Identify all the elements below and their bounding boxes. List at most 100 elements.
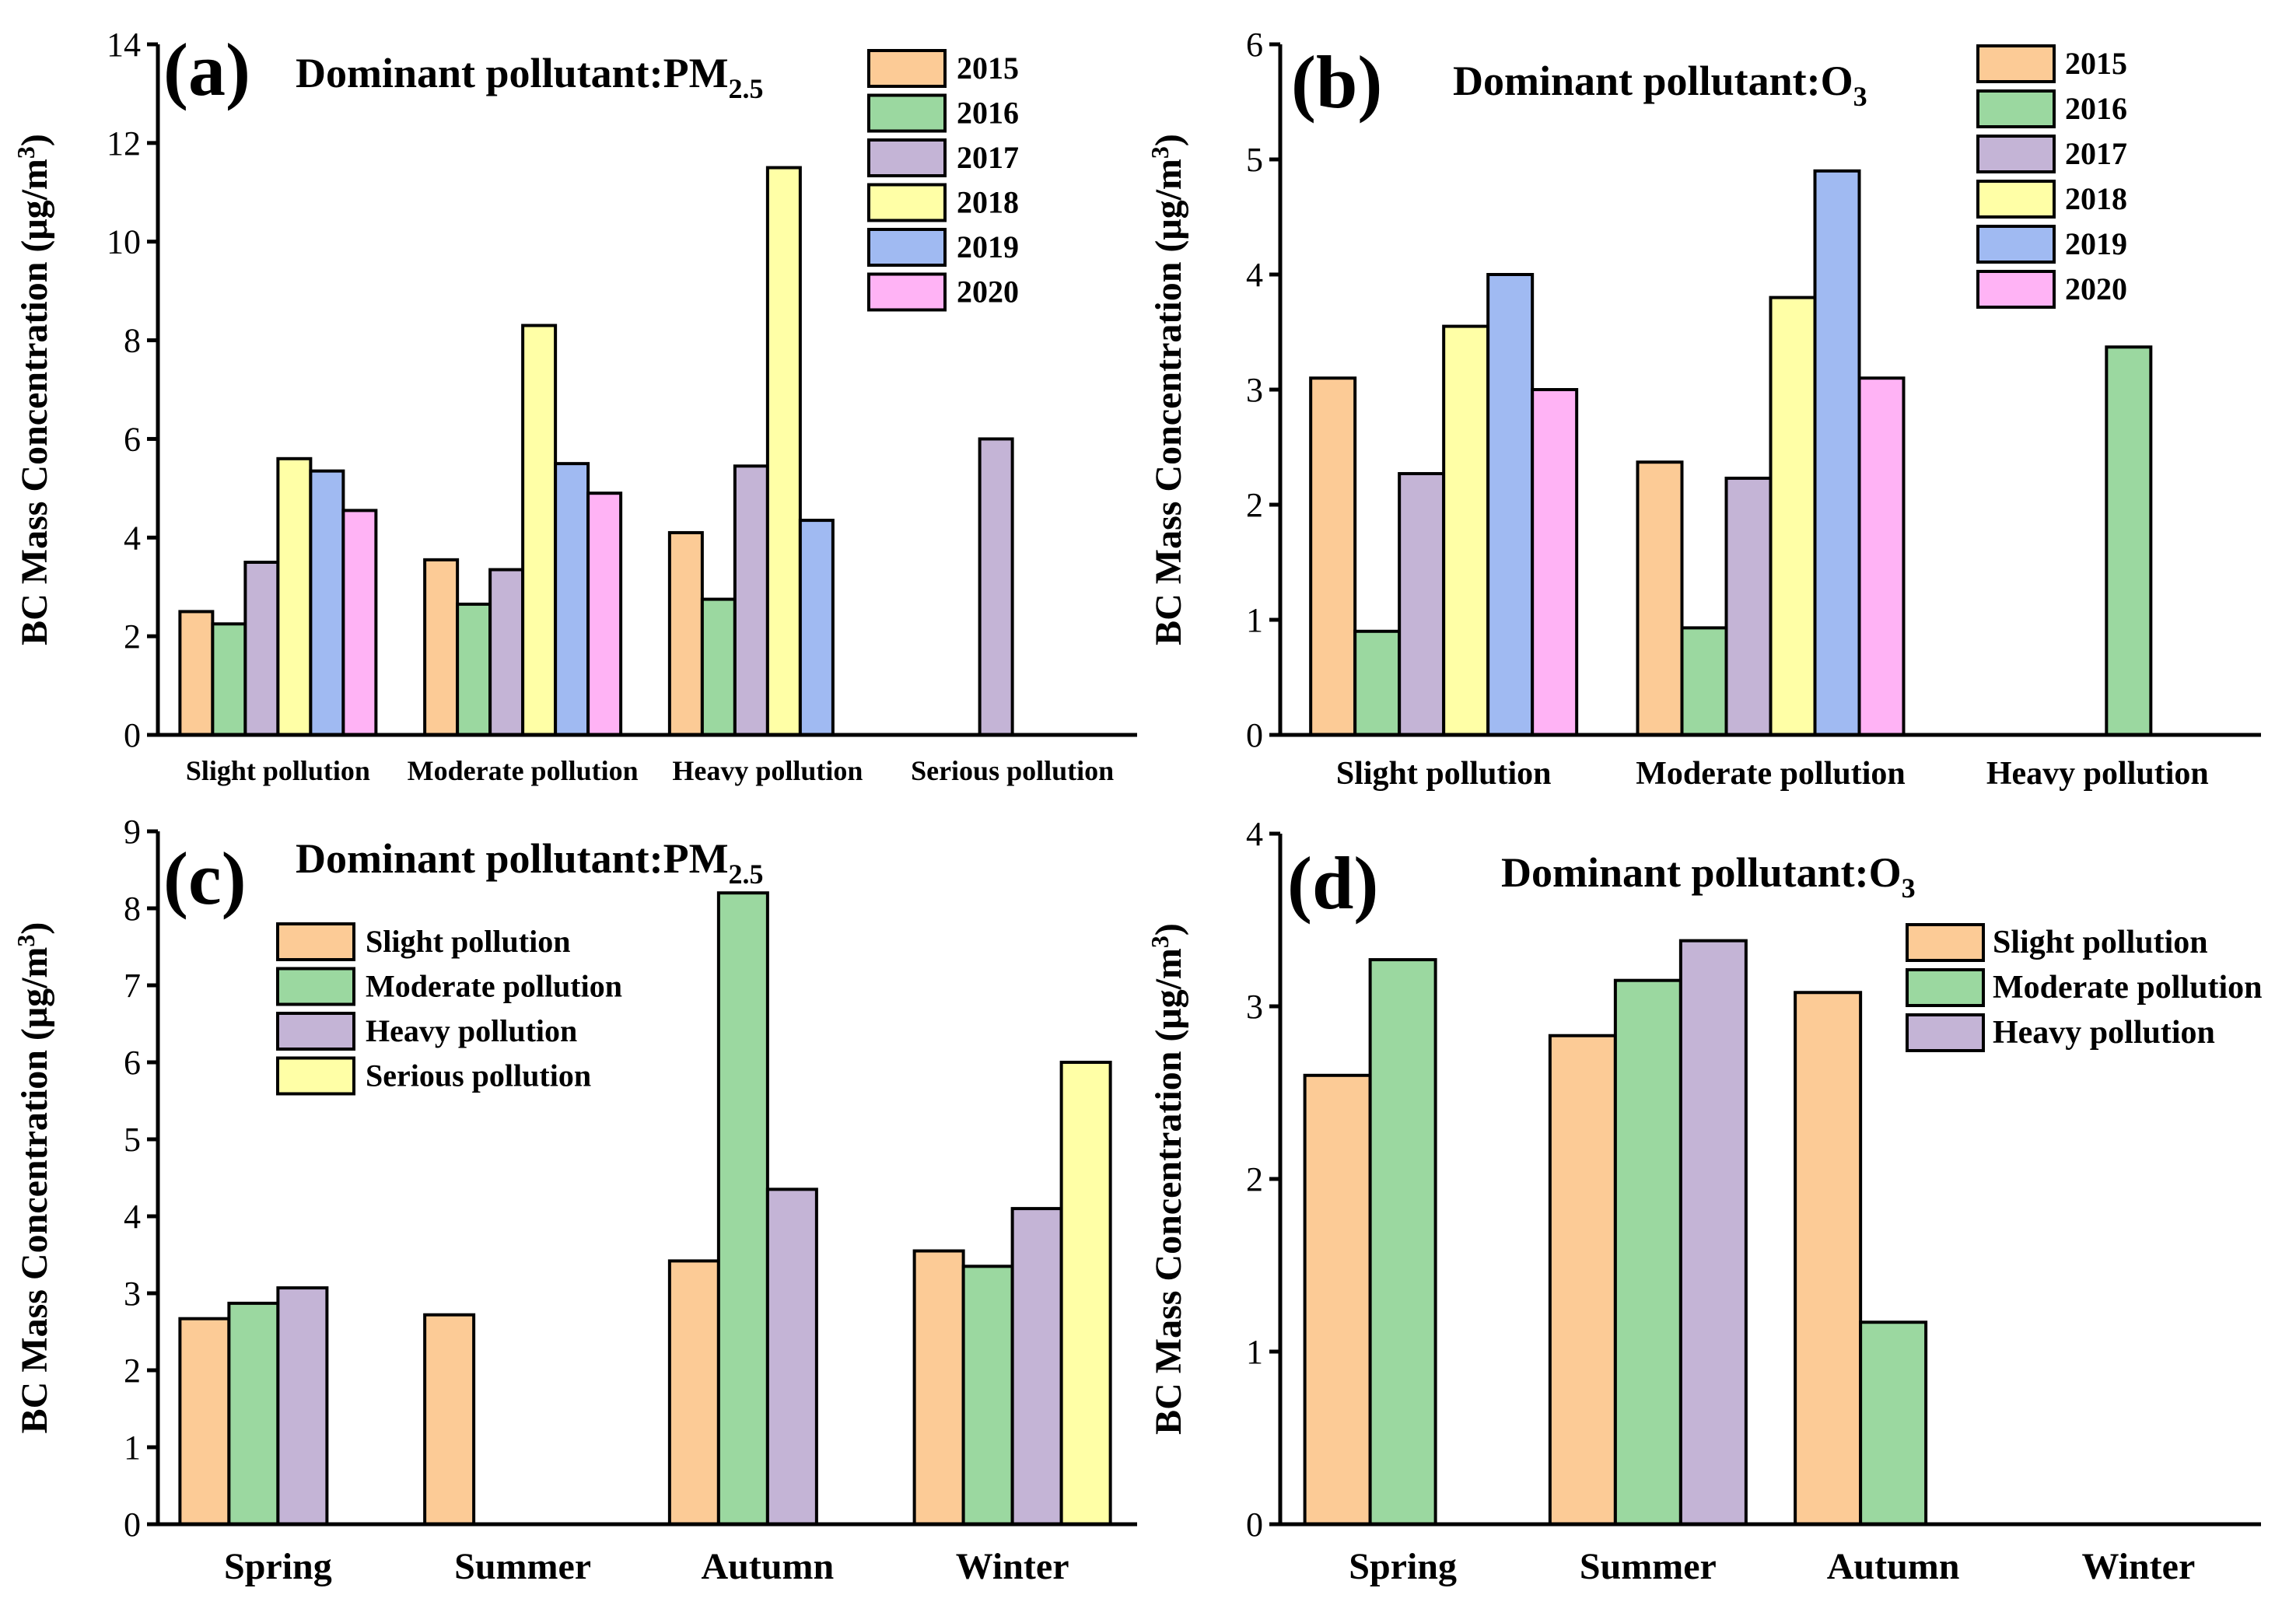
legend-label: 2019	[2065, 226, 2127, 261]
legend-label: 2016	[2065, 91, 2127, 126]
y-tick-label: 0	[124, 1506, 141, 1544]
legend-swatch	[867, 272, 947, 312]
bar	[961, 1264, 1014, 1526]
panel-letter: (d)	[1287, 841, 1378, 925]
legend-label: Heavy pollution	[1993, 1015, 2215, 1051]
y-tick-label: 0	[1246, 1506, 1263, 1544]
legend-label: Slight pollution	[366, 924, 570, 959]
bar	[423, 1313, 476, 1526]
panel-letter: (b)	[1291, 40, 1382, 124]
y-tick-label: 2	[1246, 1160, 1263, 1198]
bar	[1794, 991, 1863, 1526]
bar	[1857, 376, 1906, 736]
y-axis-label: BC Mass Concentration (μg/m3)	[1146, 134, 1189, 645]
bar	[2105, 345, 2153, 736]
bar	[341, 509, 378, 737]
y-tick-label: 6	[124, 420, 141, 458]
bar	[1724, 476, 1773, 737]
chart-panel-2: 0 1 2 3 4 5 6 Slight pollution Moderate pollutio…	[1146, 26, 2261, 792]
panel-title: Dominant pollutant:O3	[1453, 58, 1867, 112]
legend-label: Serious pollution	[366, 1058, 591, 1093]
bar	[1353, 629, 1402, 736]
legend-label: 2015	[2065, 46, 2127, 81]
x-tick-label: Moderate pollution	[408, 755, 639, 786]
y-tick-label: 6	[1246, 26, 1263, 64]
bar	[423, 558, 460, 736]
bar	[912, 1249, 965, 1527]
y-tick-label: 3	[1246, 988, 1263, 1026]
legend: Slight pollution Moderate pollution Heavy …	[1906, 923, 2262, 1052]
x-tick-label: Spring	[1349, 1546, 1457, 1587]
y-tick-label: 0	[124, 716, 141, 754]
legend-label: Slight pollution	[1993, 925, 2208, 960]
legend-swatch	[1976, 44, 2056, 83]
y-axis-label: BC Mass Concentration (μg/m3)	[1146, 923, 1189, 1435]
y-tick-label: 1	[124, 1429, 141, 1467]
panel-title: Dominant pollutant:PM2.5	[296, 50, 764, 104]
bar	[456, 602, 492, 737]
legend-swatch	[867, 183, 947, 222]
bar	[1680, 626, 1728, 736]
bar	[1059, 1061, 1112, 1526]
bar	[1303, 1073, 1372, 1527]
bar	[1636, 460, 1684, 736]
bar	[1010, 1207, 1063, 1526]
legend-swatch	[1976, 225, 2056, 264]
y-axis-label: BC Mass Concentration (μg/m3)	[12, 134, 55, 645]
x-tick-label: Slight pollution	[186, 755, 370, 786]
y-tick-label: 1	[1246, 601, 1263, 639]
x-tick-label: Heavy pollution	[1986, 756, 2209, 792]
legend-swatch	[1906, 923, 1985, 962]
legend-swatch	[276, 922, 355, 961]
bar	[765, 1188, 818, 1526]
bar	[227, 1301, 280, 1526]
bar	[521, 324, 558, 736]
bar	[1531, 388, 1579, 736]
legend-swatch	[867, 228, 947, 267]
y-tick-label: 3	[124, 1275, 141, 1313]
legend-label: 2015	[957, 51, 1019, 86]
y-tick-label: 10	[107, 223, 141, 261]
bar	[1442, 324, 1490, 737]
legend-label: 2019	[957, 229, 1019, 264]
bar	[276, 456, 313, 736]
bar	[586, 491, 623, 736]
legend-label: 2020	[957, 275, 1019, 310]
chart-panel-3: 0 1 2 3 4 5 6 7 8 9 Spring Summer Autumn Winter BC Mas…	[12, 813, 1137, 1587]
legend-label: Heavy pollution	[366, 1013, 577, 1048]
y-tick-label: 12	[107, 124, 141, 163]
legend-swatch	[867, 138, 947, 177]
bar	[309, 469, 345, 737]
y-tick-label: 1	[1246, 1333, 1263, 1371]
y-tick-label: 8	[124, 890, 141, 928]
bar	[1309, 376, 1357, 736]
bar	[178, 1317, 231, 1527]
y-tick-label: 2	[124, 617, 141, 656]
x-tick-label: Summer	[1580, 1546, 1717, 1587]
chart-panel-4: 0 1 2 3 4 Spring Summer Autumn Winter BC Mass Con…	[1146, 815, 2262, 1587]
bar	[1486, 273, 1535, 736]
bar	[798, 519, 835, 736]
x-tick-label: Winter	[956, 1546, 1069, 1587]
y-tick-label: 0	[1246, 716, 1263, 754]
x-tick-label: Summer	[454, 1546, 591, 1587]
legend-swatch	[1976, 89, 2056, 128]
legend-swatch	[1906, 968, 1985, 1007]
y-tick-label: 8	[124, 322, 141, 360]
y-tick-label: 4	[1246, 256, 1263, 294]
x-tick-label: Serious pollution	[911, 755, 1114, 786]
bar	[1769, 296, 1817, 737]
legend-swatch	[1976, 270, 2056, 309]
bar	[716, 891, 769, 1526]
legend-label: 2018	[2065, 181, 2127, 216]
y-tick-label: 5	[1246, 141, 1263, 179]
legend-label: 2020	[2065, 271, 2127, 306]
legend: Slight pollution Moderate pollution Heavy …	[276, 922, 622, 1096]
bar	[700, 597, 737, 736]
panel-letter: (a)	[163, 28, 250, 111]
legend-label: 2017	[2065, 136, 2127, 171]
y-tick-label: 6	[124, 1044, 141, 1082]
legend-swatch	[1976, 135, 2056, 173]
legend: 2015 2016 2017 2018 2019 2020	[1976, 44, 2127, 309]
y-tick-label: 9	[124, 813, 141, 851]
